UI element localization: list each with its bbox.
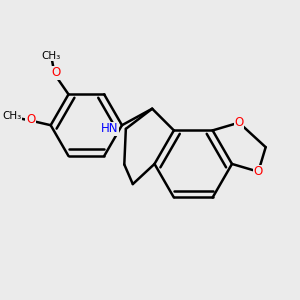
Text: CH₃: CH₃: [2, 111, 22, 121]
Text: HN: HN: [100, 122, 118, 135]
Text: O: O: [26, 112, 35, 125]
Text: O: O: [234, 116, 244, 129]
Text: O: O: [254, 165, 263, 178]
Text: CH₃: CH₃: [42, 51, 61, 61]
Text: O: O: [52, 66, 61, 79]
